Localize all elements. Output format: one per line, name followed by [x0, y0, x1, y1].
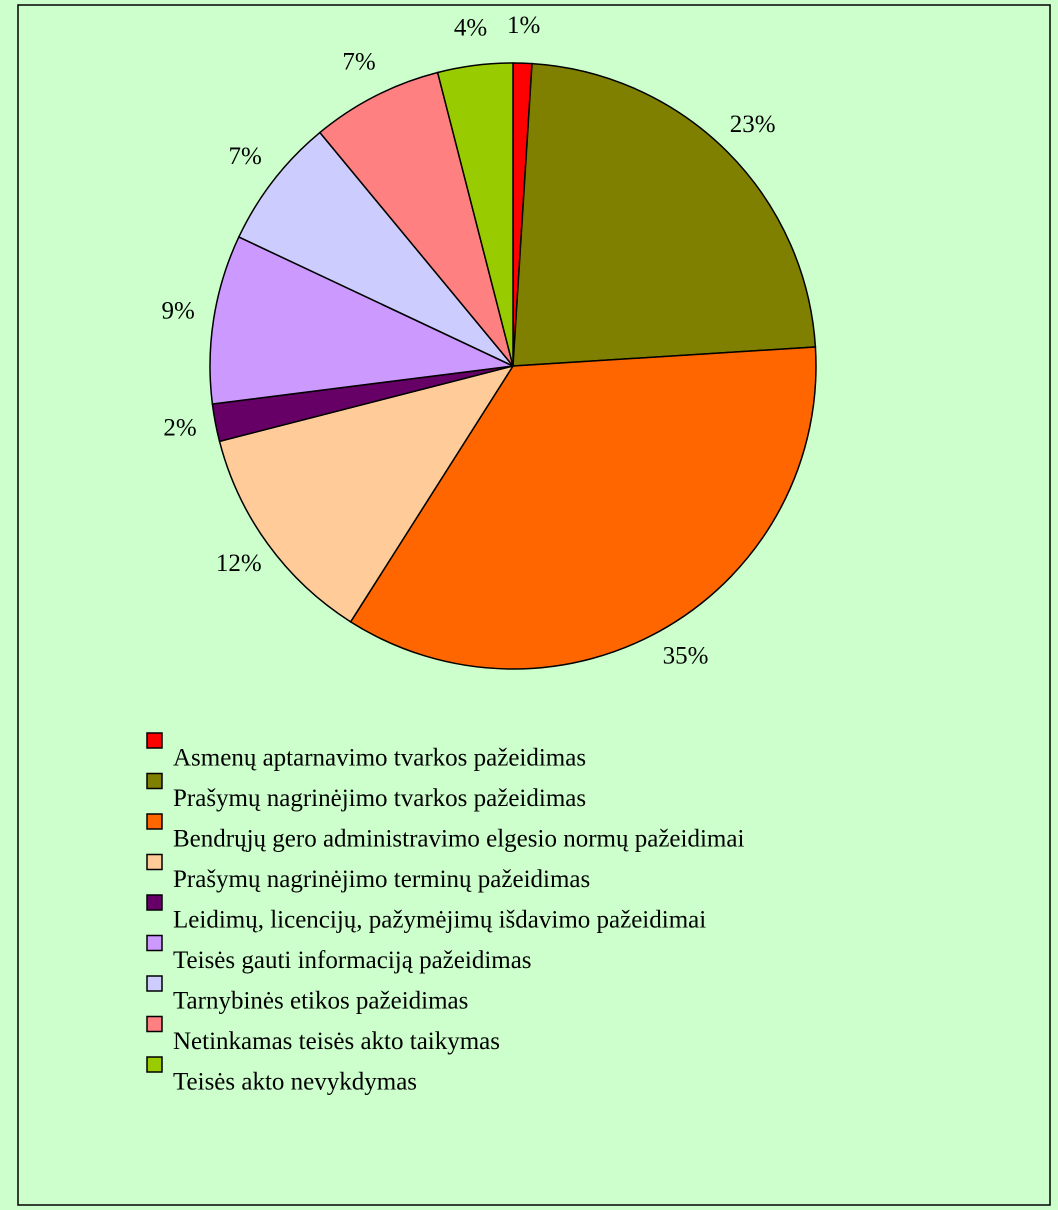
legend-label: Leidimų, licencijų, pažymėjimų išdavimo … [173, 907, 706, 934]
legend-label: Teisės gauti informaciją pažeidimas [173, 947, 532, 974]
legend-swatch [146, 975, 163, 992]
legend-swatch [146, 853, 163, 871]
data-label: 23% [730, 111, 776, 138]
legend-swatch [146, 1015, 163, 1033]
pie-slice [218, 364, 515, 623]
pie-slice [349, 346, 817, 670]
legend-label: Teisės akto nevykdymas [173, 1069, 417, 1096]
data-label: 4% [454, 14, 487, 41]
data-label: 35% [663, 643, 709, 670]
legend-label: Netinkamas teisės akto taikymas [173, 1028, 500, 1055]
pie-slice [512, 62, 817, 367]
legend-label: Asmenų aptarnavimo tvarkos pažeidimas [173, 745, 586, 772]
legend-label: Prašymų nagrinėjimo tvarkos pažeidimas [173, 785, 586, 812]
legend-swatch [146, 813, 163, 830]
chart-frame [17, 4, 1051, 1206]
data-label: 9% [162, 298, 195, 325]
legend-label: Bendrųjų gero administravimo elgesio nor… [173, 826, 744, 853]
data-label: 7% [228, 143, 261, 170]
legend-swatch [146, 1056, 163, 1073]
pie-slice [237, 131, 514, 367]
pie-slice [436, 62, 514, 367]
pie-slice [209, 235, 516, 405]
legend-swatch [146, 732, 163, 749]
data-label: 1% [507, 12, 540, 39]
data-label: 12% [216, 550, 262, 577]
legend-swatch [146, 772, 163, 790]
data-label: 2% [163, 414, 196, 441]
legend-label: Prašymų nagrinėjimo terminų pažeidimas [173, 866, 590, 893]
legend-swatch [146, 894, 163, 911]
data-label: 7% [342, 49, 375, 76]
legend-label: Tarnybinės etikos pažeidimas [173, 988, 468, 1015]
pie-slice [318, 71, 514, 367]
legend-swatch [146, 934, 163, 952]
